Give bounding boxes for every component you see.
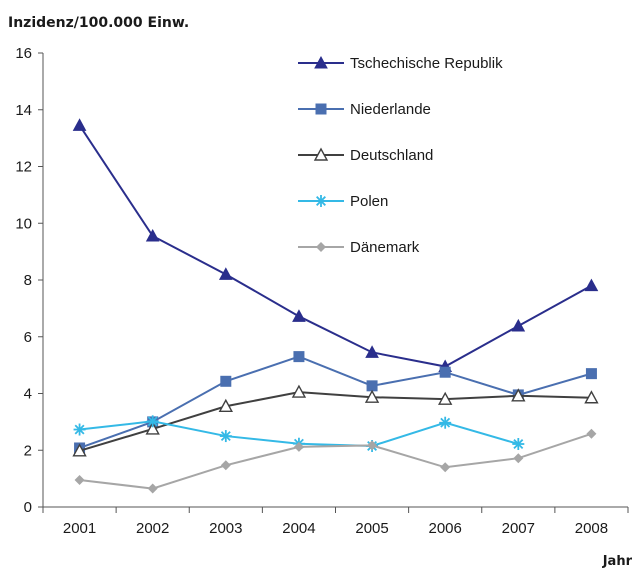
y-tick-label: 10: [15, 215, 32, 232]
data-point: [292, 309, 306, 322]
legend-marker: [314, 55, 328, 69]
legend-item: Tschechische Republik: [298, 55, 503, 72]
legend-marker: [315, 103, 327, 115]
legend-label: Deutschland: [350, 147, 433, 164]
x-tick-label: 2006: [429, 520, 462, 537]
series-d-nemark: [74, 428, 597, 494]
legend-label: Tschechische Republik: [350, 55, 503, 72]
legend-item: Polen: [298, 193, 388, 210]
data-point: [293, 441, 304, 452]
data-point: [584, 390, 599, 404]
x-tick-label: 2001: [63, 520, 96, 537]
y-tick-label: 12: [15, 159, 32, 176]
data-point: [438, 391, 453, 405]
data-point: [145, 228, 160, 242]
data-point: [439, 416, 452, 429]
data-point: [367, 440, 378, 451]
legend-marker: [315, 195, 327, 207]
legend-label: Polen: [350, 193, 388, 210]
legend-label: Niederlande: [350, 101, 431, 118]
x-tick-label: 2003: [209, 520, 242, 537]
x-tick-label: 2002: [136, 520, 169, 537]
data-point: [73, 423, 86, 436]
series-deutschland: [72, 384, 599, 457]
data-point: [218, 267, 233, 280]
data-point: [74, 475, 85, 486]
x-tick-label: 2004: [282, 520, 315, 537]
data-point: [291, 384, 307, 398]
x-tick-label: 2008: [575, 520, 608, 537]
data-point: [512, 438, 525, 451]
data-point: [72, 443, 87, 457]
legend-marker: [316, 242, 326, 252]
data-point: [511, 318, 526, 332]
legend-marker: [313, 147, 329, 161]
data-point: [364, 389, 380, 403]
data-point: [586, 428, 597, 439]
legend: Tschechische Republik Niederlande Deutschl…: [298, 55, 503, 256]
data-point: [513, 453, 524, 464]
data-point: [293, 351, 305, 363]
series-line: [79, 391, 592, 452]
data-point: [72, 118, 87, 131]
y-axis-title: Inzidenz/100.000 Einw.: [8, 15, 189, 31]
data-point: [147, 483, 158, 494]
data-point: [511, 388, 526, 402]
x-axis-title: Jahr: [602, 554, 633, 569]
legend-label: Dänemark: [350, 239, 420, 256]
data-point: [585, 368, 597, 380]
y-tick-label: 4: [24, 386, 32, 403]
series-layer: [72, 118, 599, 494]
data-point: [145, 421, 160, 435]
data-point: [366, 380, 378, 392]
data-point: [146, 415, 159, 428]
series-line: [78, 124, 592, 368]
data-point: [440, 462, 451, 473]
series-line: [79, 432, 592, 490]
y-tick-label: 16: [15, 45, 32, 62]
y-tick-label: 0: [24, 499, 32, 516]
data-point: [218, 398, 233, 412]
data-point: [220, 375, 232, 387]
data-point: [439, 366, 451, 378]
data-point: [365, 345, 379, 358]
series-tschechische-republik: [72, 118, 599, 373]
data-point: [584, 278, 599, 292]
data-point: [219, 430, 232, 443]
y-tick-label: 14: [15, 102, 32, 119]
data-point: [220, 460, 231, 471]
y-tick-label: 2: [24, 442, 32, 459]
legend-item: Niederlande: [298, 101, 431, 118]
y-tick-label: 6: [24, 329, 32, 346]
y-tick-label: 8: [24, 272, 32, 289]
series-line: [79, 355, 592, 449]
x-tick-label: 2005: [355, 520, 388, 537]
legend-item: Dänemark: [298, 239, 420, 256]
x-tick-label: 2007: [502, 520, 535, 537]
legend-item: Deutschland: [298, 147, 433, 164]
axes: 0 2 4 6 8 10 12 14 16 2001 2002 2003 2004 2005 2006 200…: [15, 45, 629, 537]
